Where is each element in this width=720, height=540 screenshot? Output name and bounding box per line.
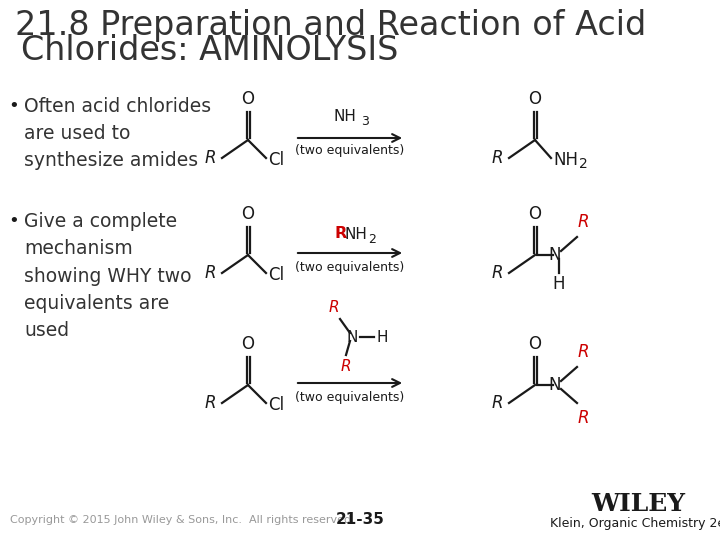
Text: NH: NH [333,109,356,124]
Text: •: • [8,212,19,230]
Text: (two equivalents): (two equivalents) [295,144,405,157]
Text: Copyright © 2015 John Wiley & Sons, Inc.  All rights reserved.: Copyright © 2015 John Wiley & Sons, Inc.… [10,515,355,525]
Text: R: R [204,394,216,412]
Text: R: R [334,226,346,241]
Text: 21-35: 21-35 [336,512,384,528]
Text: (two equivalents): (two equivalents) [295,391,405,404]
Text: R: R [204,149,216,167]
Text: R: R [329,300,339,315]
Text: R: R [492,264,503,282]
Text: Cl: Cl [268,266,284,284]
Text: R: R [492,149,503,167]
Text: O: O [241,90,254,108]
Text: R: R [577,213,589,231]
Text: N: N [346,329,358,345]
Text: 2: 2 [368,233,376,246]
Text: R: R [577,409,589,427]
Text: O: O [528,90,541,108]
Text: O: O [241,335,254,353]
Text: O: O [528,335,541,353]
Text: •: • [8,97,19,115]
Text: Cl: Cl [268,151,284,169]
Text: N: N [549,246,562,264]
Text: NH: NH [553,151,578,169]
Text: (two equivalents): (two equivalents) [295,261,405,274]
Text: H: H [376,329,387,345]
Text: WILEY: WILEY [591,492,685,516]
Text: Chlorides: AMINOLYSIS: Chlorides: AMINOLYSIS [22,33,399,66]
Text: Give a complete
mechanism
showing WHY two
equivalents are
used: Give a complete mechanism showing WHY tw… [24,212,192,340]
Text: N: N [549,376,562,394]
Text: Klein, Organic Chemistry 2e: Klein, Organic Chemistry 2e [550,517,720,530]
Text: 3: 3 [361,115,369,128]
Text: NH: NH [345,227,368,242]
Text: R: R [341,359,351,374]
Text: O: O [241,205,254,223]
Text: O: O [528,205,541,223]
Text: H: H [553,275,565,293]
Text: Often acid chlorides
are used to
synthesize amides: Often acid chlorides are used to synthes… [24,97,211,171]
Text: R: R [492,394,503,412]
Text: 2: 2 [579,157,588,171]
Text: Cl: Cl [268,396,284,414]
Text: 21.8 Preparation and Reaction of Acid: 21.8 Preparation and Reaction of Acid [15,9,647,42]
Text: R: R [204,264,216,282]
Text: R: R [577,343,589,361]
